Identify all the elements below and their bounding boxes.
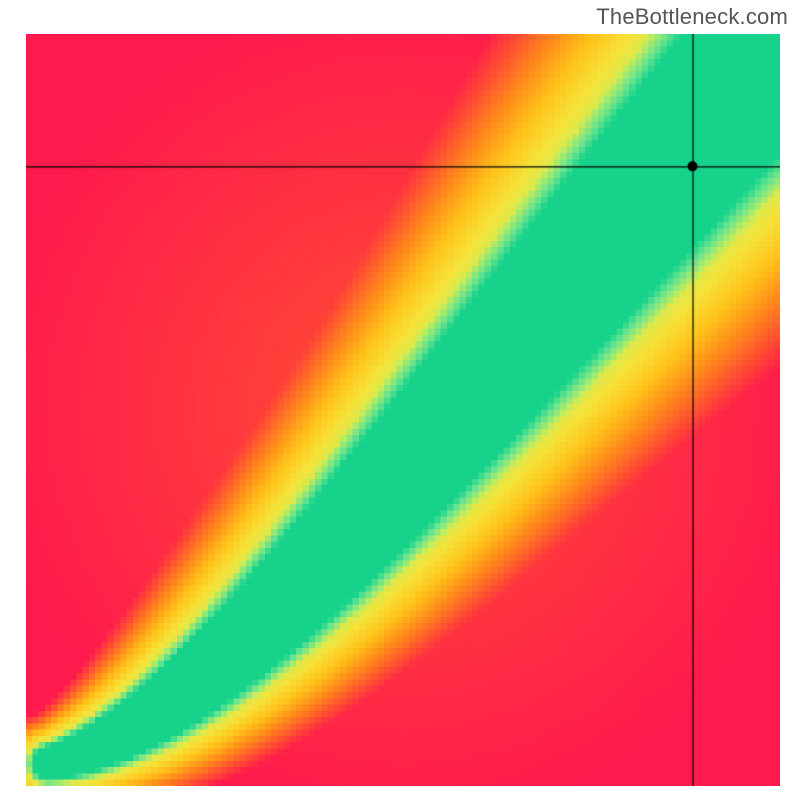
watermark-text: TheBottleneck.com — [596, 4, 788, 30]
crosshair-overlay — [26, 34, 780, 786]
chart-container: TheBottleneck.com — [0, 0, 800, 800]
